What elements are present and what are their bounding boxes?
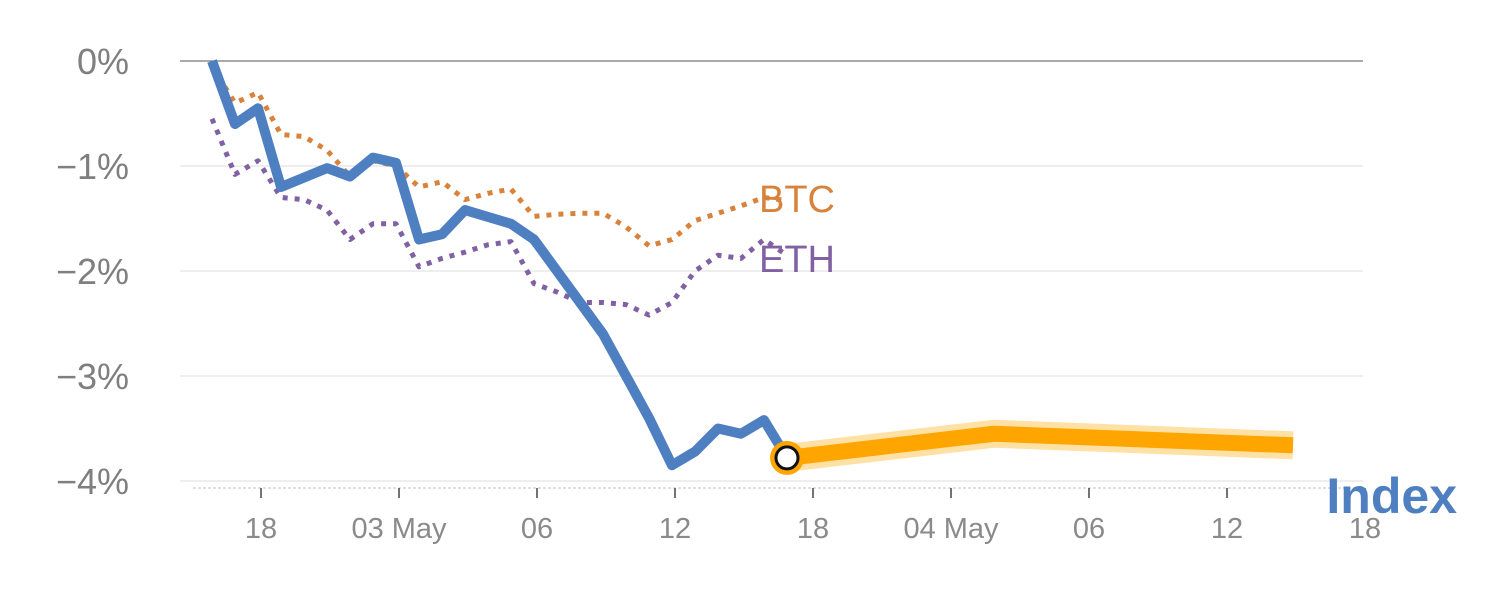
x-tick-label: 18 bbox=[797, 513, 829, 545]
y-tick-label: −1% bbox=[56, 146, 129, 187]
series-labels: BTC ETH Index bbox=[759, 179, 1457, 524]
series-lines bbox=[207, 59, 1294, 472]
x-tick-label: 18 bbox=[1349, 513, 1381, 545]
x-tick-label: 06 bbox=[521, 513, 553, 545]
x-tick-label: 18 bbox=[245, 513, 277, 545]
current-marker bbox=[770, 440, 804, 475]
btc-series-label: BTC bbox=[759, 179, 835, 221]
forecast-line bbox=[786, 425, 1294, 466]
y-tick-label: 0% bbox=[77, 41, 129, 82]
y-tick-label: −2% bbox=[56, 251, 129, 292]
index-series-label: Index bbox=[1326, 468, 1457, 524]
x-tick-label: 12 bbox=[1211, 513, 1243, 545]
y-tick-label: −3% bbox=[56, 356, 129, 397]
x-tick-label: 06 bbox=[1073, 513, 1105, 545]
btc-series-line bbox=[209, 64, 788, 249]
eth-series-line bbox=[209, 117, 789, 318]
gridlines bbox=[180, 60, 1363, 482]
x-tick-label: 03 May bbox=[351, 513, 447, 545]
eth-series-label: ETH bbox=[759, 239, 835, 281]
x-tick-label: 04 May bbox=[903, 513, 999, 545]
x-tick-label: 12 bbox=[659, 513, 691, 545]
marker-inner-dot bbox=[774, 445, 800, 471]
index-series-line bbox=[207, 59, 792, 471]
y-tick-label: −4% bbox=[56, 461, 129, 502]
axes: 0% −1% −2% −3% −4% 18 03 May 06 12 18 04 May 06 12 18 bbox=[56, 41, 1381, 545]
